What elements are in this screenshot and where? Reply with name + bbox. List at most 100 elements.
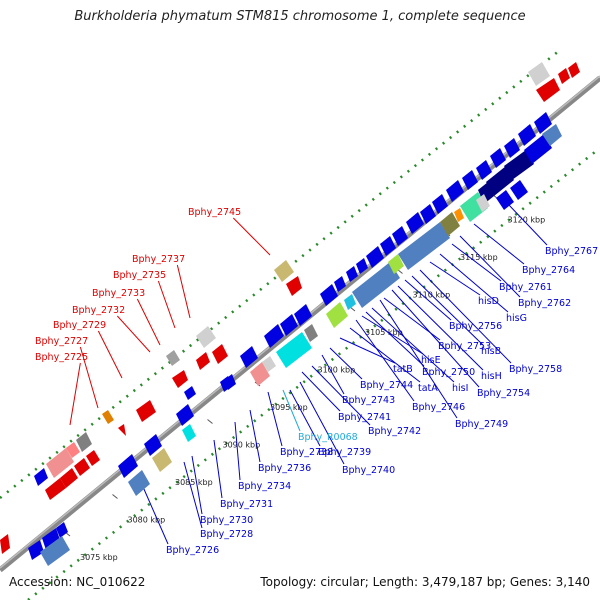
- gene-leader-line: [267, 391, 283, 447]
- gene-leader-line: [213, 439, 223, 499]
- forward-gene: [274, 260, 294, 282]
- reverse-gene: [42, 528, 60, 550]
- gene-label: Bphy_2729: [53, 320, 106, 331]
- reverse-gene: [118, 454, 138, 478]
- gene-label: Bphy_2753: [438, 341, 491, 352]
- gene-label: Bphy_2744: [360, 380, 413, 391]
- kbp-tick-label: 3095 kbp: [270, 403, 308, 412]
- forward-gene: [558, 68, 570, 84]
- gene-label: Bphy_2741: [338, 412, 391, 423]
- reverse-gene: [446, 180, 464, 202]
- kbp-tick-label: 3115 kbp: [460, 253, 498, 262]
- reverse-gene: [534, 112, 552, 134]
- gene-label: Bphy_2762: [518, 298, 571, 309]
- reverse-gene: [504, 150, 534, 180]
- gene-leader-line: [451, 243, 502, 282]
- reverse-gene: [392, 226, 408, 246]
- forward-gene: [286, 276, 302, 296]
- gene-leader-line: [379, 299, 458, 419]
- tick-layer: 3075 kbp 3080 kbp 3085 kbp 3090 kbp 3095 kbp…: [64, 194, 545, 562]
- reverse-gene: [176, 404, 194, 426]
- reverse-gene: [344, 294, 356, 310]
- kbp-tick-label: 3090 kbp: [223, 441, 261, 450]
- reverse-gene: [504, 138, 520, 158]
- gene-label: Bphy_2756: [449, 321, 502, 332]
- forward-genes: [0, 62, 580, 554]
- gene-label: Bphy_2733: [92, 288, 145, 299]
- gene-leader-line: [361, 315, 424, 355]
- forward-other-features: [34, 62, 550, 486]
- reverse-gene: [326, 302, 348, 328]
- forward-gene: [536, 78, 560, 102]
- reverse-gene: [524, 134, 552, 164]
- reverse-gene: [262, 356, 276, 372]
- gene-label: Bphy_2727: [35, 336, 88, 347]
- reverse-other-features: [40, 124, 562, 566]
- gene-label: Bphy_2726: [166, 545, 219, 556]
- gene-leader-line: [157, 280, 176, 329]
- forward-gene: [46, 448, 74, 478]
- gene-label: hisG: [506, 313, 527, 324]
- gene-leader-line: [439, 253, 509, 313]
- kbp-tick: [207, 419, 213, 424]
- gene-label: hisD: [478, 296, 499, 307]
- leader-layer: [69, 203, 548, 545]
- gene-label: tatB: [393, 364, 413, 375]
- reverse-gene: [280, 314, 298, 336]
- reverse-gene: [440, 212, 460, 236]
- gene-leader-line: [176, 264, 191, 319]
- forward-gene: [196, 326, 216, 348]
- gene-leader-line: [339, 337, 396, 364]
- gene-label: Bphy_2758: [509, 364, 562, 375]
- kbp-tick-label: 3085 kbp: [175, 478, 213, 487]
- reverse-gene: [542, 124, 562, 146]
- forward-gene: [102, 410, 114, 424]
- gene-label: Bphy_R0068: [298, 432, 358, 443]
- reverse-gene: [406, 212, 424, 234]
- gene-label: Bphy_2738: [280, 447, 333, 458]
- gene-label: Bphy_2730: [200, 515, 253, 526]
- gene-label: Bphy_2767: [545, 246, 598, 257]
- reverse-gene: [432, 194, 448, 214]
- gene-leader-line: [136, 298, 161, 346]
- topology-info: Topology: circular; Length: 3,479,187 bp…: [260, 575, 590, 589]
- gene-label: Bphy_2725: [35, 352, 88, 363]
- forward-gene: [568, 62, 580, 78]
- forward-gene: [0, 534, 10, 554]
- forward-gene: [76, 432, 92, 452]
- reverse-gene: [346, 266, 358, 282]
- reverse-gene: [496, 190, 514, 210]
- reverse-gene: [388, 254, 404, 274]
- gene-leader-line: [311, 365, 371, 426]
- feature-layer: [0, 62, 580, 566]
- gene-label: Bphy_2746: [412, 402, 465, 413]
- reverse-gene: [490, 148, 506, 168]
- reverse-gene: [56, 522, 68, 538]
- gene-label: Bphy_2754: [477, 388, 530, 399]
- gene-leader-line: [139, 479, 169, 545]
- reverse-gene: [152, 448, 172, 472]
- gene-label: Bphy_2732: [72, 305, 125, 316]
- gene-leader-line: [282, 389, 301, 432]
- reverse-gene: [380, 236, 396, 256]
- gene-leader-line: [371, 307, 455, 383]
- label-layer: Bphy_2725 Bphy_2727 Bphy_2729 Bphy_2732 Bphy…: [35, 207, 598, 556]
- gene-leader-line: [233, 217, 271, 256]
- gene-label: Bphy_2743: [342, 395, 395, 406]
- reverse-gene: [182, 424, 196, 442]
- reverse-gene: [420, 204, 436, 224]
- gene-leader-line: [473, 223, 525, 265]
- reverse-gene: [128, 470, 150, 496]
- gene-leader-line: [355, 319, 415, 402]
- reverse-gene: [144, 434, 162, 456]
- gene-leader-line: [321, 354, 345, 395]
- gene-leader-line: [411, 275, 484, 346]
- reverse-gene: [356, 258, 368, 274]
- gene-leader-line: [234, 421, 241, 481]
- reverse-gene: [476, 194, 490, 212]
- gene-leader-line: [459, 235, 521, 298]
- reverse-gene: [352, 262, 400, 308]
- gene-label: Bphy_2740: [342, 465, 395, 476]
- gene-leader-line: [365, 311, 425, 367]
